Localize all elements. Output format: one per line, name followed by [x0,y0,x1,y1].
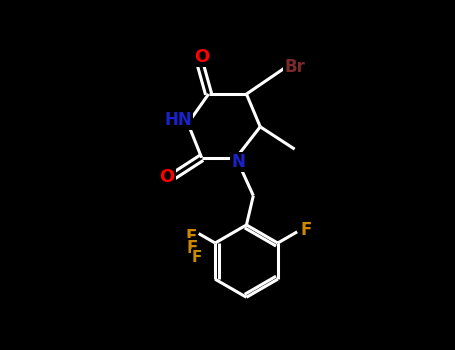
Text: Br: Br [284,57,305,76]
Text: F: F [186,228,197,246]
Text: N: N [232,153,245,171]
Text: F: F [192,250,202,265]
Text: O: O [194,48,209,66]
Text: HN: HN [164,111,192,129]
Text: O: O [160,168,175,186]
Text: F: F [300,221,312,239]
Text: F: F [187,239,198,257]
